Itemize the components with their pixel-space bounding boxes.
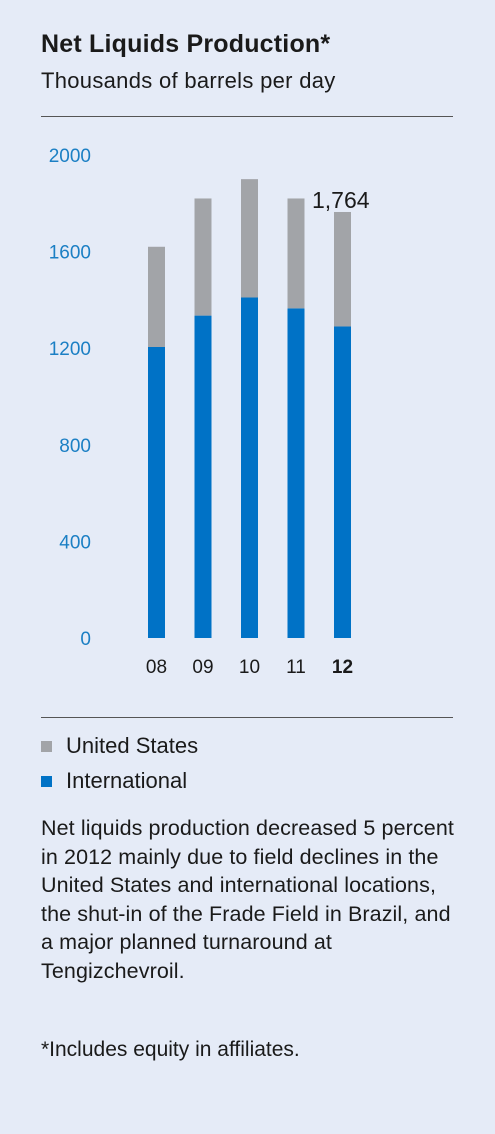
bar-united-states-10 bbox=[241, 179, 258, 298]
data-label-total: 1,764 bbox=[312, 187, 370, 213]
legend-item-international: International bbox=[41, 768, 187, 794]
x-tick-label: 08 bbox=[146, 657, 167, 678]
x-tick-label: 09 bbox=[192, 657, 213, 678]
x-tick-label: 10 bbox=[239, 657, 260, 678]
chart-subtitle: Thousands of barrels per day bbox=[41, 68, 336, 93]
footnote: *Includes equity in affiliates. bbox=[41, 1038, 300, 1061]
bar-united-states-09 bbox=[194, 198, 212, 316]
legend-label-international: International bbox=[66, 768, 188, 793]
legend-label-united-states: United States bbox=[66, 733, 199, 758]
y-tick-label: 2000 bbox=[49, 146, 91, 167]
x-tick-label: 12 bbox=[332, 657, 353, 678]
bar-united-states-12 bbox=[334, 211, 351, 327]
bottom-divider bbox=[41, 717, 453, 718]
bar-united-states-11 bbox=[287, 198, 305, 309]
top-divider bbox=[41, 116, 453, 117]
bar-international-08 bbox=[148, 346, 165, 638]
y-tick-label: 400 bbox=[59, 532, 91, 553]
y-tick-label: 800 bbox=[59, 436, 91, 457]
y-tick-label: 1200 bbox=[49, 339, 91, 360]
bar-international-10 bbox=[241, 297, 258, 638]
bar-united-states-08 bbox=[148, 246, 165, 347]
bar-international-09 bbox=[194, 315, 212, 638]
x-tick-label: 11 bbox=[286, 657, 306, 678]
bar-chart: 0 400 800 1200 1600 2000 08 09 10 11 12 1,764 bbox=[49, 146, 370, 678]
legend-swatch-international bbox=[41, 775, 52, 787]
description-text: Net liquids production decreased 5 perce… bbox=[41, 816, 454, 983]
y-tick-label: 1600 bbox=[49, 243, 91, 264]
bar-international-12 bbox=[334, 326, 351, 638]
legend-swatch-united-states bbox=[41, 740, 52, 752]
legend-item-united-states: United States bbox=[41, 733, 198, 759]
y-tick-label: 0 bbox=[80, 629, 91, 650]
chart-title: Net Liquids Production* bbox=[41, 30, 331, 58]
bar-international-11 bbox=[287, 308, 305, 638]
